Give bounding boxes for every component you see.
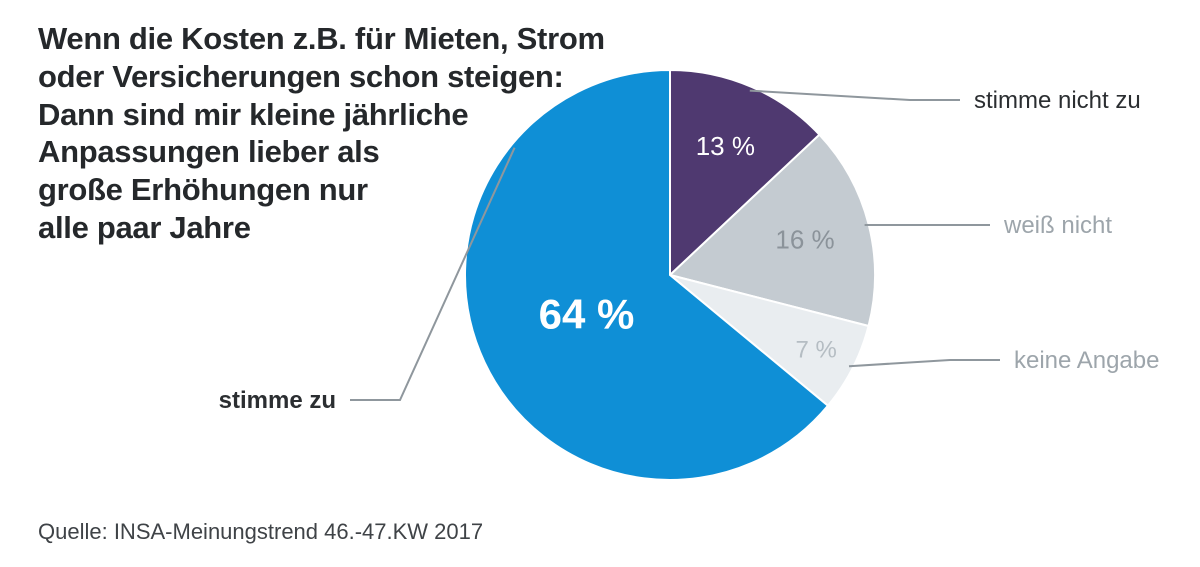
ext-label-keine_angabe: keine Angabe: [1014, 347, 1159, 374]
leader-stimme_nicht_zu: [750, 91, 960, 100]
pct-label-weiss_nicht: 16 %: [775, 224, 834, 254]
ext-label-weiss_nicht: weiß nicht: [1003, 212, 1112, 239]
ext-label-stimme_nicht_zu: stimme nicht zu: [974, 87, 1141, 114]
source-line: Quelle: INSA-Meinungstrend 46.-47.KW 201…: [38, 519, 483, 545]
pct-label-stimme_zu: 64 %: [539, 290, 635, 337]
pct-label-stimme_nicht_zu: 13 %: [696, 131, 755, 161]
ext-label-stimme_zu: stimme zu: [219, 387, 336, 414]
leader-keine_angabe: [849, 360, 1000, 366]
pct-label-keine_angabe: 7 %: [795, 336, 836, 363]
infographic-root: Wenn die Kosten z.B. für Mieten, Strom o…: [0, 0, 1200, 567]
pie-chart: 13 % 16 % 7 % 64 % stimme nicht zu weiß nicht…: [0, 0, 1200, 567]
